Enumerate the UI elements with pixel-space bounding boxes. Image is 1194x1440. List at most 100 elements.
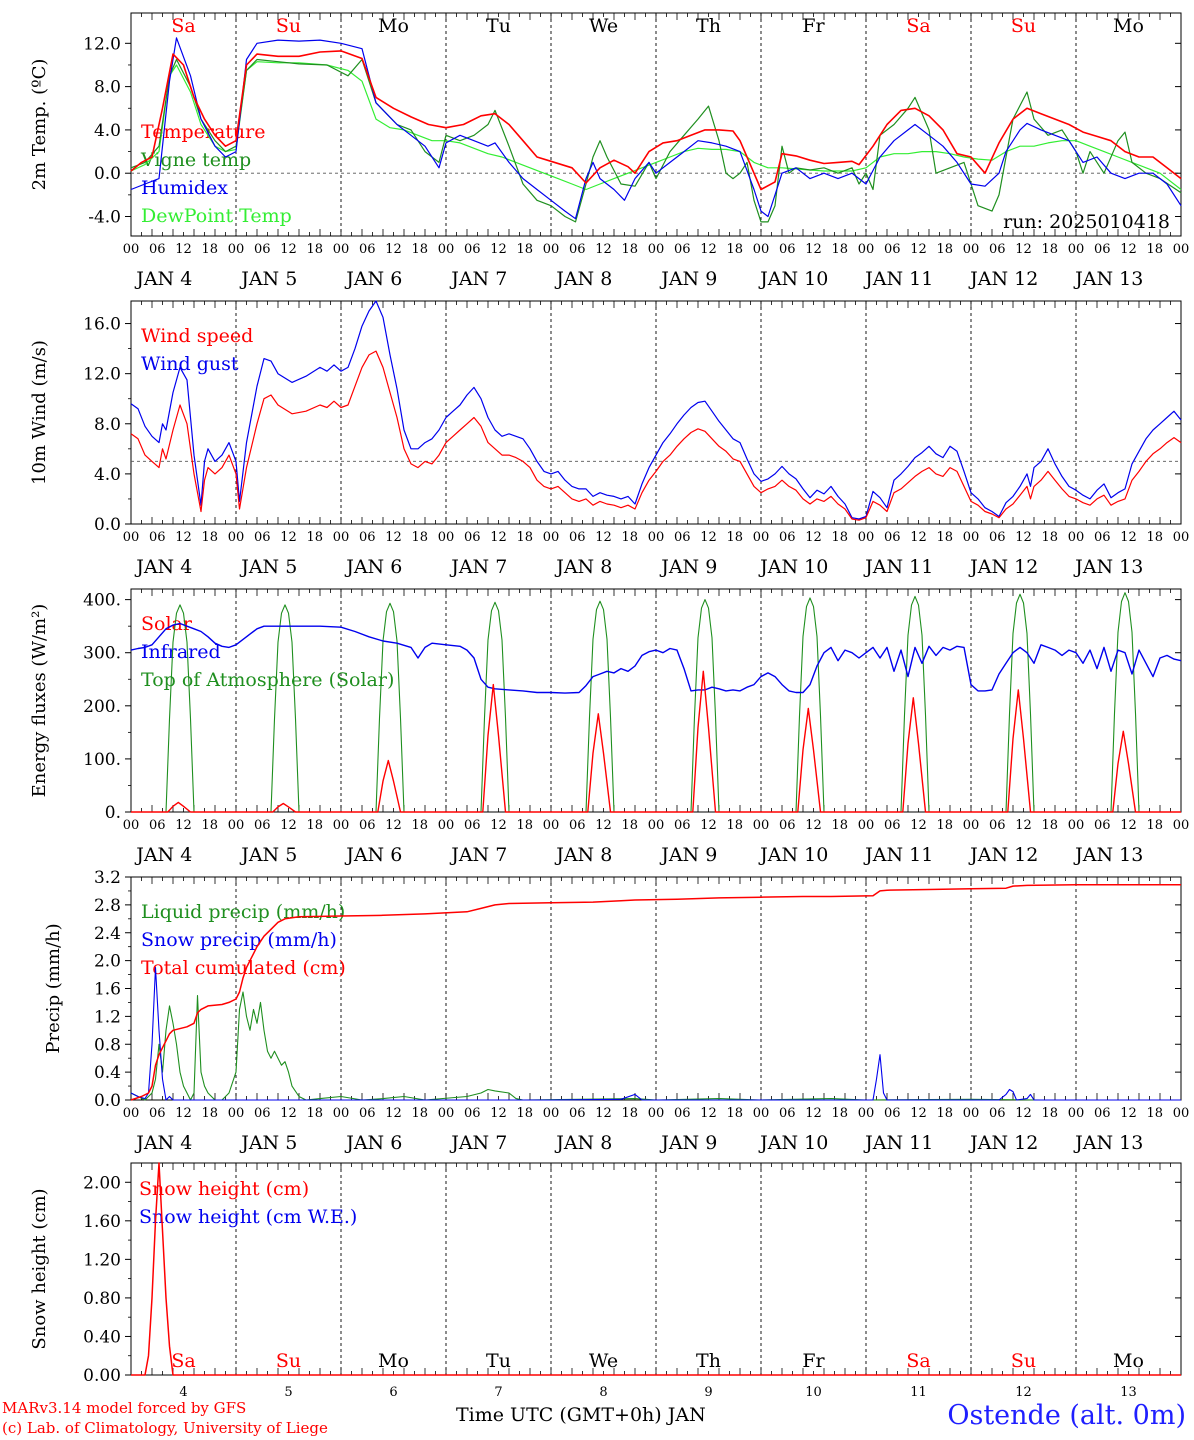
x-hour-label: 06 [464,818,481,833]
x-hour-label: 00 [228,1106,245,1121]
lab-credit: (c) Lab. of Climatology, University of L… [2,1419,328,1437]
x-hour-label: 12 [1120,818,1137,833]
x-hour-label: 12 [385,530,402,545]
weekday-label: Tu [486,1350,511,1372]
x-hour-label: 06 [779,530,796,545]
day-number-label: 12 [1015,1385,1032,1400]
x-hour-label: 18 [411,1106,428,1121]
x-date-label: JAN 13 [1073,556,1143,578]
x-hour-label: 12 [490,530,507,545]
x-hour-label: 00 [1068,242,1085,257]
weekday-label: Sa [171,1350,195,1372]
y-tick-label: 2.4 [94,924,121,944]
x-hour-label: 00 [1068,530,1085,545]
x-hour-label: 18 [936,818,953,833]
y-tick-label: 0.00 [83,1366,121,1386]
plot-frame [130,588,1182,813]
x-hour-label: 00 [858,1106,875,1121]
weekday-label: Th [696,1350,721,1372]
x-hour-label: 12 [1120,530,1137,545]
x-hour-label: 06 [359,242,376,257]
x-date-label: JAN 6 [344,1132,402,1154]
x-hour-label: 12 [385,1106,402,1121]
x-date-label: JAN 13 [1073,844,1143,866]
series-line [130,350,1182,521]
legend-entry: Top of Atmosphere (Solar) [141,669,394,691]
y-tick-label: 200. [83,697,121,717]
weekday-label: Sa [171,15,195,37]
y-tick-label: 0.8 [94,1035,121,1055]
legend-entry: Wind gust [141,353,239,375]
x-hour-label: 12 [1120,1106,1137,1121]
x-date-label: JAN 8 [554,268,612,290]
x-hour-label: 00 [963,818,980,833]
x-hour-label: 00 [753,242,770,257]
x-hour-label: 06 [1094,818,1111,833]
x-date-label: JAN 11 [863,1132,933,1154]
y-axis-label: Precip (mm/h) [43,923,64,1053]
model-credit: MARv3.14 model forced by GFS [2,1399,247,1417]
series-line [130,58,1182,223]
x-hour-label: 00 [333,1106,350,1121]
x-hour-label: 18 [831,242,848,257]
x-hour-label: 06 [569,530,586,545]
weekday-label: Su [276,1350,301,1372]
series-line [131,670,1181,813]
x-date-label: JAN 4 [134,1132,192,1154]
y-tick-label: 16.0 [83,315,121,335]
x-hour-label: 12 [490,242,507,257]
legend-entry: Humidex [141,177,228,199]
x-hour-label: 06 [569,1106,586,1121]
x-date-label: JAN 10 [758,844,828,866]
x-hour-label: 18 [516,530,533,545]
legend-entry: Infrared [141,641,221,663]
weekday-label: Mo [378,15,409,37]
x-date-label: JAN 6 [344,268,402,290]
x-hour-label: 06 [779,1106,796,1121]
x-hour-label: 06 [149,818,166,833]
x-hour-label: 12 [595,242,612,257]
x-hour-label: 18 [516,242,533,257]
x-date-label: JAN 6 [344,844,402,866]
x-hour-label: 00 [963,530,980,545]
x-hour-label: 00 [438,1106,455,1121]
x-hour-label: 06 [989,818,1006,833]
x-hour-label: 12 [805,818,822,833]
x-hour-label: 18 [411,530,428,545]
x-date-label: JAN 9 [659,556,717,578]
x-hour-label: 00 [648,530,665,545]
y-tick-label: 0.40 [83,1327,121,1347]
weekday-label: We [589,1350,618,1372]
y-tick-label: 8.0 [94,78,121,98]
x-hour-label: 00 [1173,818,1190,833]
x-hour-label: 00 [333,818,350,833]
x-date-label: JAN 12 [968,556,1038,578]
x-hour-label: 12 [805,530,822,545]
x-hour-label: 12 [910,818,927,833]
x-hour-label: 12 [910,242,927,257]
weekday-label: Th [696,15,721,37]
x-hour-label: 00 [753,530,770,545]
x-hour-label: 12 [175,1106,192,1121]
series-line [130,37,1182,220]
y-tick-label: 0.0 [94,164,121,184]
x-hour-label: 06 [359,1106,376,1121]
x-hour-label: 12 [385,818,402,833]
x-hour-label: 06 [149,1106,166,1121]
weekday-label: Fr [802,1350,825,1372]
x-hour-label: 18 [831,818,848,833]
x-date-label: JAN 11 [863,556,933,578]
weekday-label: Su [1011,1350,1036,1372]
x-hour-label: 12 [280,530,297,545]
x-date-label: JAN 9 [659,844,717,866]
x-date-label: JAN 13 [1073,268,1143,290]
x-hour-label: 00 [123,818,140,833]
x-hour-label: 06 [569,242,586,257]
x-hour-label: 12 [1015,242,1032,257]
x-hour-label: 06 [149,242,166,257]
x-hour-label: 06 [1094,1106,1111,1121]
x-date-label: JAN 4 [134,268,192,290]
x-hour-label: 06 [674,818,691,833]
x-date-label: JAN 12 [968,268,1038,290]
x-hour-label: 12 [280,818,297,833]
